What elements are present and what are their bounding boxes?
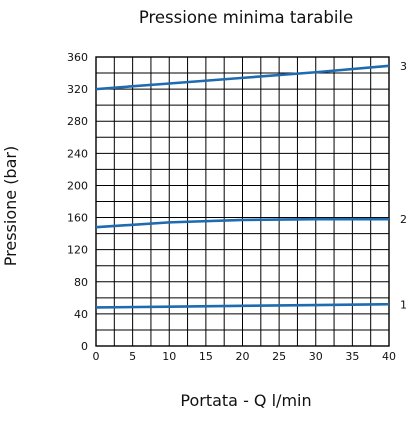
x-tick-label: 30 bbox=[309, 350, 323, 363]
series-lines bbox=[95, 64, 390, 309]
grid bbox=[95, 56, 390, 347]
y-tick-label: 240 bbox=[67, 147, 88, 160]
series-line-3 bbox=[95, 64, 390, 91]
series-labels: 1 2 3 bbox=[400, 60, 407, 311]
x-tick-label: 25 bbox=[272, 350, 286, 363]
y-tick-label: 40 bbox=[74, 308, 88, 321]
x-tick-label: 40 bbox=[382, 350, 396, 363]
y-tick-label: 80 bbox=[74, 276, 88, 289]
x-axis-label: Portata - Q l/min bbox=[180, 391, 311, 410]
y-tick-label: 0 bbox=[81, 340, 88, 353]
x-tick-label: 35 bbox=[345, 350, 359, 363]
x-tick-label: 10 bbox=[162, 350, 176, 363]
series-line-2 bbox=[95, 217, 389, 229]
x-tick-label: 5 bbox=[129, 350, 136, 363]
series-line-1 bbox=[95, 302, 390, 309]
x-tick-label: 20 bbox=[236, 350, 250, 363]
y-tick-label: 200 bbox=[67, 179, 88, 192]
tick-labels: 0 5 10 15 20 25 30 35 40 0 40 80 120 160 200 240 280 320 3… bbox=[67, 51, 396, 363]
series-label-3: 3 bbox=[400, 60, 407, 73]
y-axis-label: Pressione (bar) bbox=[1, 146, 20, 266]
y-tick-label: 160 bbox=[67, 212, 88, 225]
series-label-2: 2 bbox=[400, 213, 407, 226]
x-tick-label: 0 bbox=[93, 350, 100, 363]
chart-title: Pressione minima tarabile bbox=[139, 8, 353, 27]
series-label-1: 1 bbox=[400, 298, 407, 311]
y-tick-label: 120 bbox=[67, 244, 88, 257]
y-tick-label: 360 bbox=[67, 51, 88, 64]
plot-frame bbox=[95, 56, 390, 347]
y-tick-label: 320 bbox=[67, 83, 88, 96]
y-tick-label: 280 bbox=[67, 115, 88, 128]
x-tick-label: 15 bbox=[199, 350, 213, 363]
